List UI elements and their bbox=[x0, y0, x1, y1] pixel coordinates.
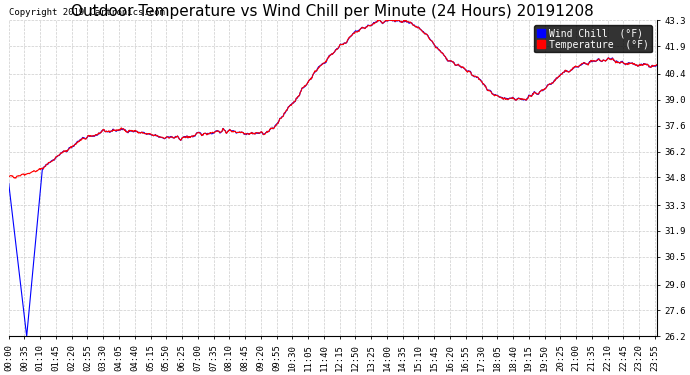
Text: Copyright 2019 Cartronics.com: Copyright 2019 Cartronics.com bbox=[9, 8, 164, 17]
Title: Outdoor Temperature vs Wind Chill per Minute (24 Hours) 20191208: Outdoor Temperature vs Wind Chill per Mi… bbox=[71, 4, 594, 19]
Legend: Wind Chill  (°F), Temperature  (°F): Wind Chill (°F), Temperature (°F) bbox=[535, 25, 652, 52]
